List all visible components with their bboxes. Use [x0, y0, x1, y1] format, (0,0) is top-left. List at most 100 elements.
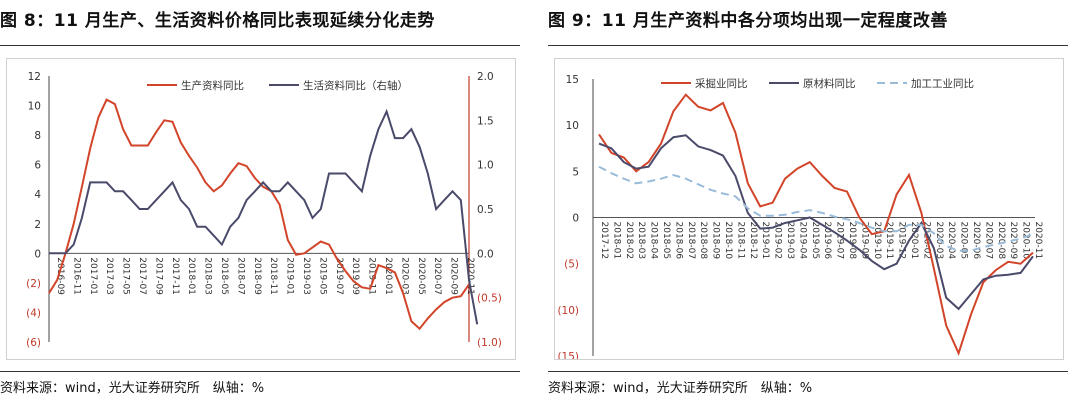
y-tick-label: 6 [34, 160, 41, 172]
title-rule [548, 45, 1068, 46]
x-tick-label: 2018-09 [711, 222, 721, 260]
y-tick-label: 5 [572, 166, 579, 178]
x-tick-label: 2018-11 [735, 222, 745, 260]
x-tick-label: 2020-07 [983, 222, 993, 260]
x-tick-label: 2019-03 [785, 222, 795, 260]
figure-9-source: 资料来源：wind，光大证券研究所 纵轴：% [548, 381, 813, 396]
x-tick-label: 2019-01 [760, 222, 770, 260]
x-tick-label: 2020-08 [996, 222, 1006, 260]
x-tick-label: 2019-08 [847, 222, 857, 260]
x-tick-label: 2020-11 [465, 257, 475, 295]
y-tick-label: 15 [566, 74, 579, 86]
y-tick-label: (15) [557, 351, 579, 359]
y2-tick-label: 0.5 [477, 204, 494, 216]
x-tick-label: 2020-11 [1033, 222, 1043, 260]
x-tick-label: 2019-11 [367, 257, 377, 295]
figure-9-panel: 图 9：11 月生产资料中各分项均出现一定程度改善 15 10 5 0 (5) (10) (… [548, 0, 1076, 401]
figure-9-title: 图 9：11 月生产资料中各分项均出现一定程度改善 [548, 11, 948, 31]
source-rule [0, 371, 520, 372]
legend-label-consumer: 生活资料同比（右轴） [303, 79, 408, 92]
x-tick-label: 2018-01 [186, 257, 196, 295]
series-line-raw-materials [598, 134, 1034, 311]
y2-tick-label: (1.0) [477, 337, 502, 349]
x-tick-label: 2020-10 [1021, 222, 1031, 260]
x-tick-label: 2019-07 [334, 257, 344, 295]
x-tick-label: 2019-09 [859, 222, 869, 260]
x-tick-label: 2018-03 [203, 257, 213, 295]
x-tick-label: 2019-05 [317, 257, 327, 295]
y2-tick-label: 0.0 [477, 248, 494, 260]
figure-9-chart-frame: 15 10 5 0 (5) (10) (15) 2017-12 2018-01 2018-02 20… [554, 58, 1064, 360]
x-tick-label: 2018-05 [219, 257, 229, 295]
x-tick-label: 2018-04 [649, 222, 659, 260]
y-tick-label: 10 [28, 101, 41, 113]
x-tick-label: 2020-06 [971, 222, 981, 260]
x-tick-label: 2020-07 [432, 257, 442, 295]
y-tick-label: 8 [34, 130, 41, 142]
x-tick-label: 2017-01 [88, 257, 98, 295]
x-tick-label: 2017-12 [599, 222, 609, 260]
x-tick-label: 2019-10 [872, 222, 882, 260]
x-tick-label: 2018-02 [624, 222, 634, 260]
y-tick-label: (5) [564, 259, 579, 271]
y-tick-label: 0 [34, 248, 41, 260]
series-line-production [48, 98, 470, 331]
x-tick-label: 2017-09 [153, 257, 163, 295]
figure-8-source: 资料来源：wind，光大证券研究所 纵轴：% [0, 381, 265, 396]
x-tick-label: 2019-04 [797, 222, 807, 260]
x-tick-label: 2020-01 [909, 222, 919, 260]
x-tick-label: 2016-11 [71, 257, 81, 295]
x-tick-label: 2019-03 [301, 257, 311, 295]
x-tick-label: 2020-03 [934, 222, 944, 260]
series-line-processing [598, 165, 1034, 252]
y-tick-label: 4 [34, 189, 41, 201]
y2-tick-label: 1.5 [477, 115, 494, 127]
title-rule [0, 45, 520, 46]
x-tick-label: 2016-09 [55, 257, 65, 295]
y-tick-label: (6) [26, 337, 41, 349]
y2-tick-label: (0.5) [477, 293, 502, 305]
figure-8-chart-frame: 12 10 8 6 4 2 0 (2) (4) (6) 2.0 1.5 1.0 0.5 0.0 (0.5) (1… [6, 58, 516, 360]
x-tick-label: 2019-12 [897, 222, 907, 260]
x-tick-label: 2020-05 [416, 257, 426, 295]
y-tick-label: (4) [26, 307, 41, 319]
legend-label-mining: 采掘业同比 [695, 77, 748, 90]
series-line-mining [598, 93, 1034, 356]
x-tick-label: 2018-10 [723, 222, 733, 260]
x-tick-label: 2020-09 [449, 257, 459, 295]
x-tick-label: 2018-09 [252, 257, 262, 295]
y2-tick-label: 1.0 [477, 160, 494, 172]
x-tick-label: 2018-12 [748, 222, 758, 260]
series-line-consumer [49, 108, 479, 325]
x-tick-label: 2019-09 [350, 257, 360, 295]
y2-tick-label: 2.0 [477, 71, 494, 83]
x-tick-label: 2018-11 [268, 257, 278, 295]
legend-label-production: 生产资料同比 [181, 79, 244, 92]
y-tick-label: 12 [28, 71, 41, 83]
x-tick-label: 2019-01 [285, 257, 295, 295]
y-tick-label: 0 [572, 213, 579, 225]
figure-8-chart: 12 10 8 6 4 2 0 (2) (4) (6) 2.0 1.5 1.0 0.5 0.0 (0.5) (1… [26, 71, 502, 349]
x-tick-label: 2017-03 [104, 257, 114, 295]
x-tick-label: 2018-07 [686, 222, 696, 260]
x-tick-label: 2019-11 [884, 222, 894, 260]
x-tick-label: 2017-07 [137, 257, 147, 295]
legend-label-processing: 加工工业同比 [911, 77, 974, 90]
y-tick-label: 2 [34, 219, 41, 231]
x-tick-label: 2017-11 [170, 257, 180, 295]
x-tick-label: 2019-07 [835, 222, 845, 260]
x-tick-label: 2020-01 [383, 257, 393, 295]
y-tick-label: (2) [26, 278, 41, 290]
x-tick-label: 2020-05 [959, 222, 969, 260]
figure-8-title: 图 8：11 月生产、生活资料价格同比表现延续分化走势 [0, 11, 435, 31]
x-tick-label: 2019-06 [822, 222, 832, 260]
x-tick-label: 2018-01 [611, 222, 621, 260]
x-tick-label: 2018-07 [235, 257, 245, 295]
source-rule [548, 371, 1068, 372]
x-tick-label: 2019-02 [773, 222, 783, 260]
x-tick-label: 2019-05 [810, 222, 820, 260]
x-tick-label: 2020-03 [399, 257, 409, 295]
x-tick-label: 2018-05 [661, 222, 671, 260]
x-tick-label: 2017-05 [121, 257, 131, 295]
